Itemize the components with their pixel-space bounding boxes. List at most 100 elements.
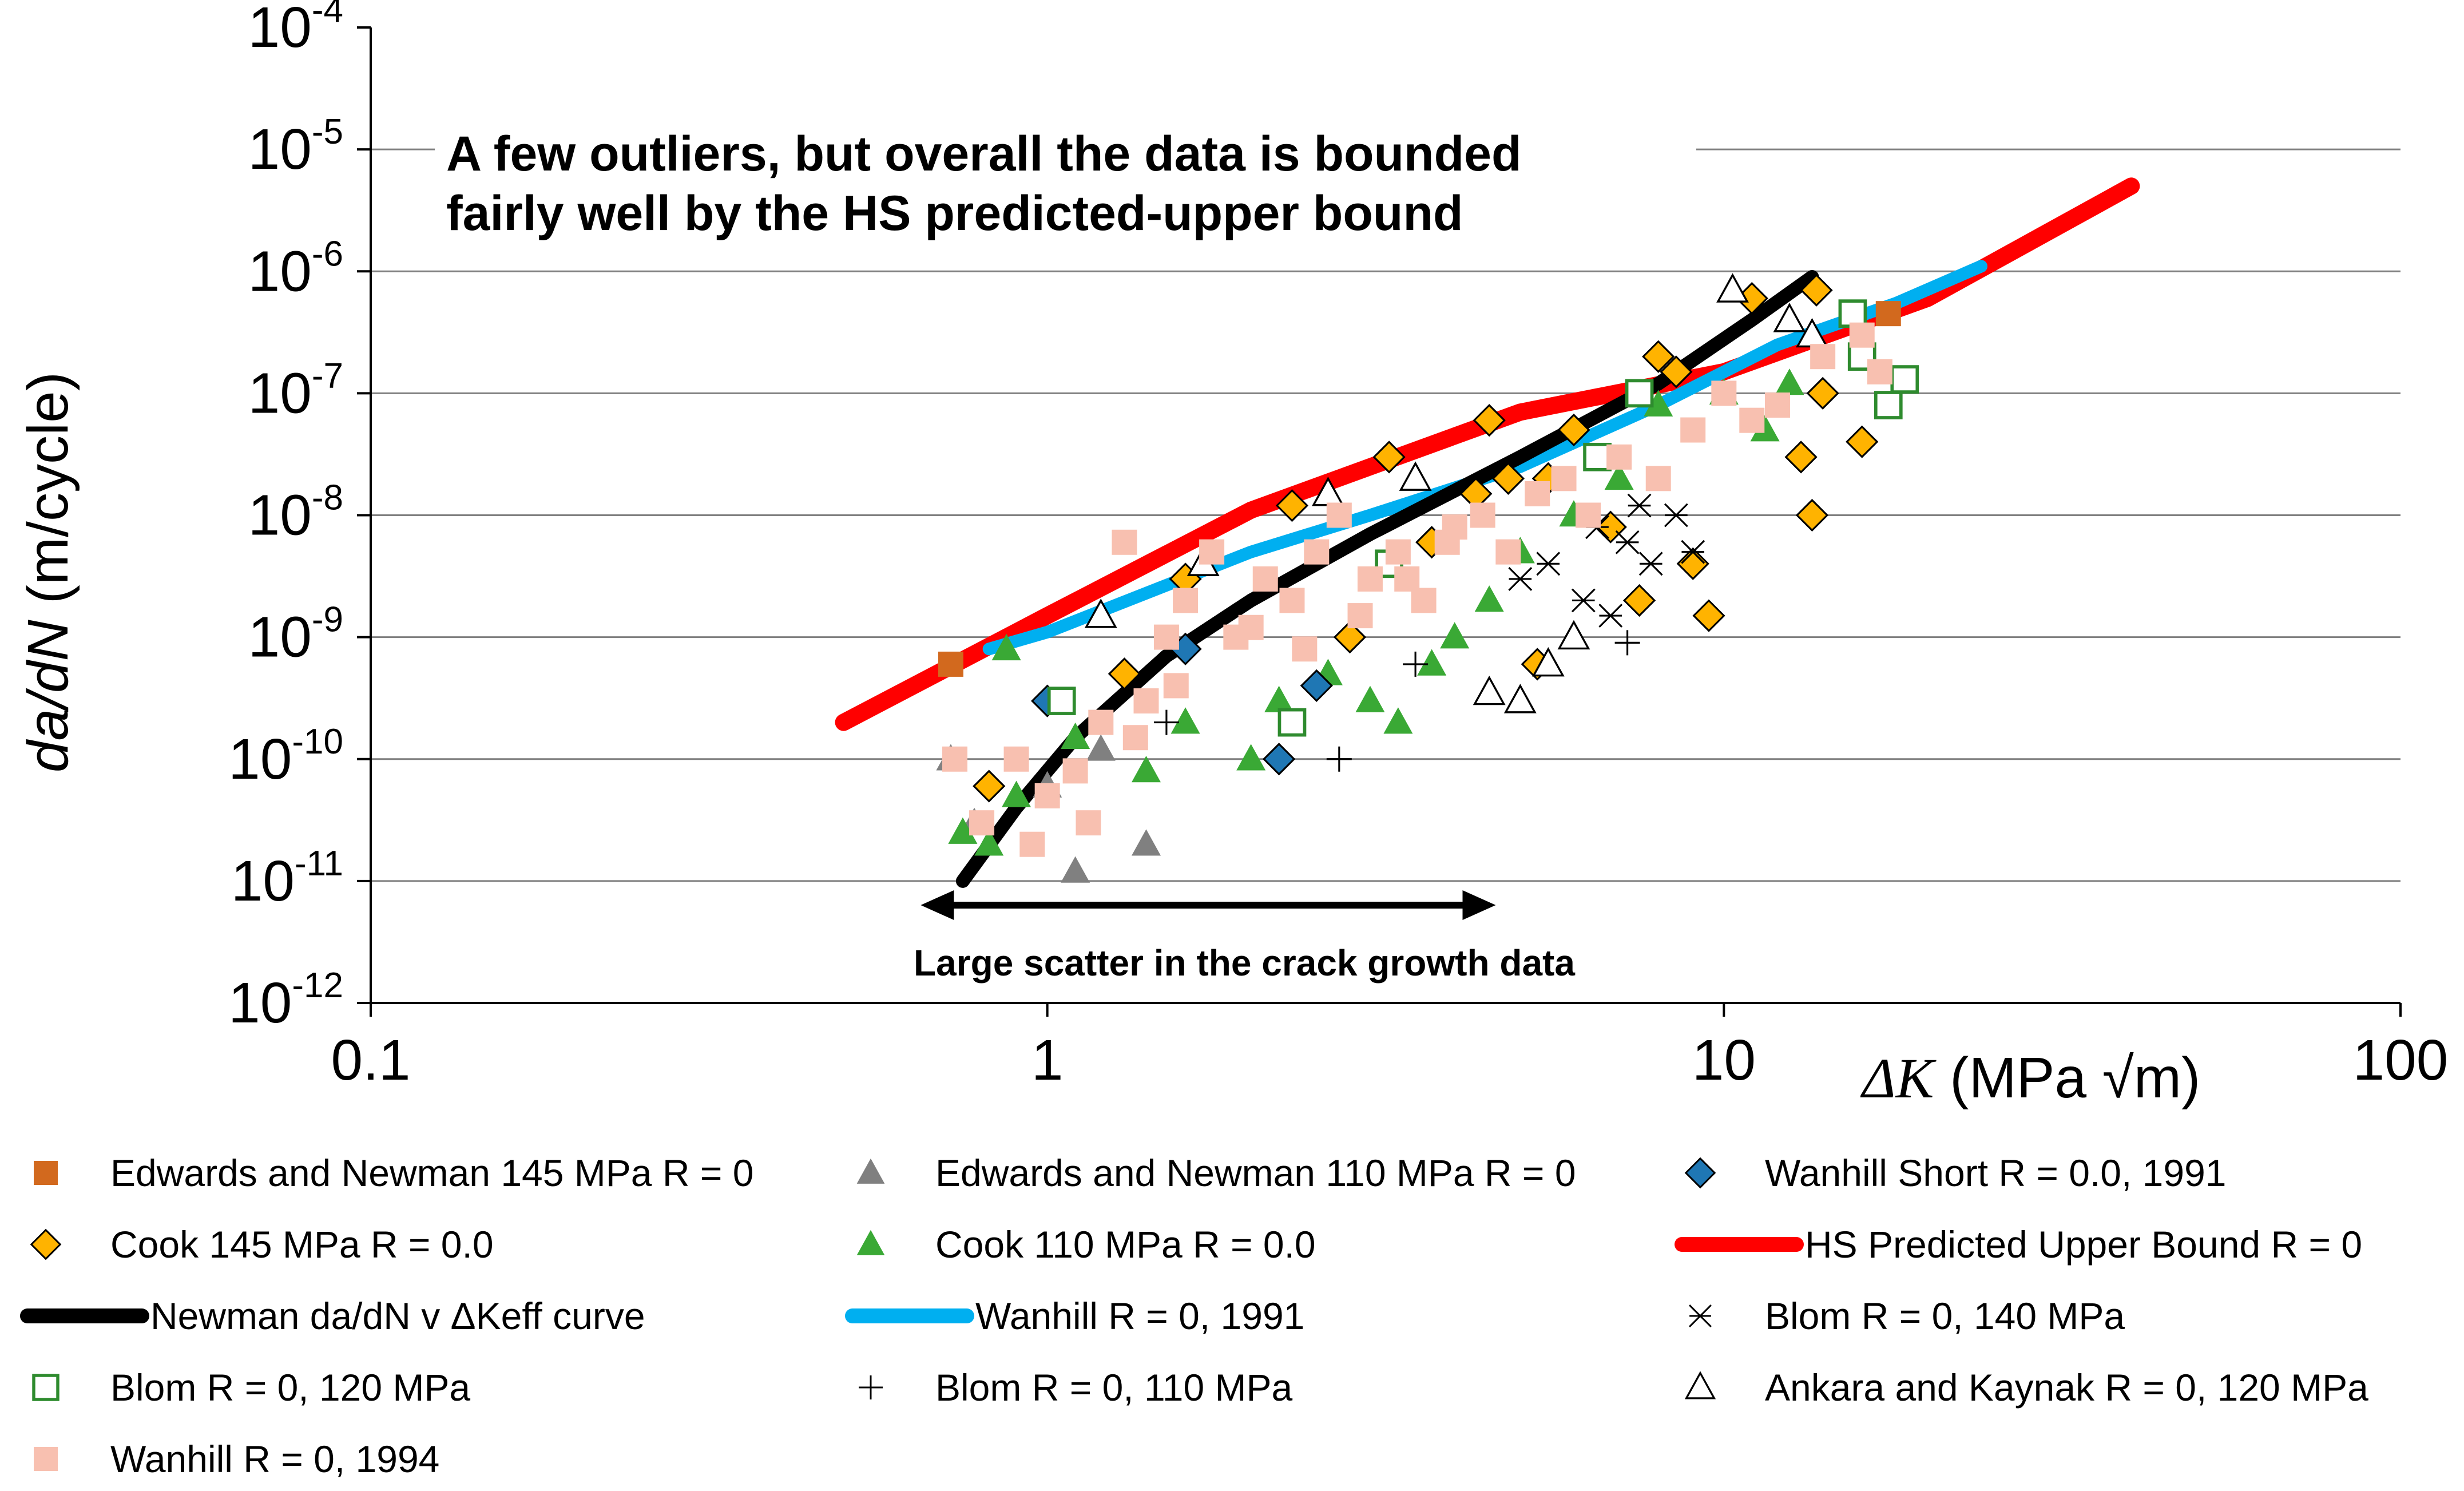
series-cook-145-mpa-r-0-0 [973,273,1879,803]
series-ankara-and-kaynak-r-0-120-mpa [1084,273,1828,713]
point [974,829,1004,856]
point [1625,379,1654,408]
point [1503,684,1537,713]
y-tick-label-exponent: -6 [312,234,343,273]
legend: Edwards and Newman 145 MPa R = 0 Edwards … [20,1152,2368,1480]
point [1122,725,1148,751]
point [1739,407,1765,433]
point [1474,585,1504,612]
annotation-background [435,120,1696,246]
point [1034,783,1060,808]
point [1326,746,1352,772]
legend-item-wanhill-r-0-1994: Wanhill R = 0, 1994 [34,1438,439,1480]
point [1399,461,1432,491]
legend-label: Wanhill R = 0, 1991 [975,1295,1304,1337]
series-wanhill-r-0-1994 [942,322,1892,857]
point [1385,539,1411,565]
point [1614,630,1640,656]
point [1606,444,1632,470]
point [1086,734,1116,761]
legend-item-hs-predicted-upper-bound-r-0: HS Predicted Upper Bound R = 0 [1675,1223,2362,1266]
x-axis-label-rest: (MPa √m) [1934,1046,2200,1110]
point [1784,441,1818,474]
point [1676,547,1709,580]
point [1875,301,1901,327]
legend-label: Blom R = 0, 140 MPa [1765,1295,2125,1337]
y-tick-label-base: 10 [248,605,312,669]
point [1084,598,1117,628]
point [1583,442,1612,471]
y-tick-label-base: 10 [248,239,312,303]
point [1846,425,1879,458]
legend-swatch-marker [30,1228,62,1260]
point [1199,539,1225,565]
point [1133,688,1159,714]
point [1088,709,1114,735]
x-tick-label: 100 [2353,1028,2449,1092]
legend-item-wanhill-r-0-1991: Wanhill R = 0, 1991 [845,1295,1304,1337]
point [1645,466,1671,491]
y-tick-label-exponent: -12 [292,966,343,1005]
point [1536,552,1561,576]
arrow-head-right [1462,890,1496,920]
legend-swatch-marker [859,1375,883,1399]
point [1557,620,1590,650]
point [1800,273,1833,307]
series-blom-r-0-110-mpa [1153,630,1640,772]
point [1551,466,1577,491]
legend-item-newman-da-dn-v-keff-curve: Newman da/dN v ΔKeff curve [20,1295,645,1337]
legend-label: Newman da/dN v ΔKeff curve [150,1295,645,1337]
point [1304,539,1330,565]
y-tick-label-base: 10 [228,971,292,1035]
x-axis-label-symbol: ΔK [1860,1046,1937,1110]
y-tick-label-exponent: -9 [312,600,343,640]
point [1236,744,1266,771]
point [1750,415,1780,442]
point [1711,380,1737,406]
point [1764,392,1790,418]
point [1692,599,1725,632]
point [1153,709,1179,735]
y-tick-label: 10-6 [248,234,343,303]
point [1557,413,1590,447]
legend-label: HS Predicted Upper Bound R = 0 [1805,1223,2362,1266]
line-newman-da-dn-v-keff-curve [955,270,1819,888]
point [1279,588,1305,613]
x-axis-label: ΔK (MPa √m) [1860,1046,2200,1110]
legend-swatch-marker [1684,1157,1716,1189]
y-tick-label-base: 10 [248,0,312,60]
point [1047,687,1076,715]
point [938,651,963,677]
legend-label: Wanhill Short R = 0.0, 1991 [1765,1152,2227,1194]
point [1849,322,1875,348]
point [1644,390,1673,417]
y-tick-label-base: 10 [231,849,295,913]
legend-item-cook-110-mpa-r-0-0: Cook 110 MPa R = 0.0 [856,1223,1316,1266]
x-tick-label: 1 [1031,1028,1064,1092]
annotation-line-1: A few outliers, but overall the data is … [446,126,1522,181]
point [1277,708,1307,737]
y-tick-label-base: 10 [228,727,292,791]
point [1716,273,1749,303]
axes [357,26,2402,1017]
y-tick-label: 10-10 [228,722,343,791]
point [1531,647,1565,677]
point [1508,567,1533,591]
y-tick-label: 10-5 [248,112,343,181]
point [1264,685,1294,712]
point [1403,651,1429,677]
annotation-panel [435,120,1696,246]
point [1867,359,1892,384]
point [1810,344,1836,370]
y-axis-label-rest: (m/cycle) [16,372,80,620]
legend-swatch-marker [1689,1304,1712,1327]
scatter-range-arrow [920,890,1496,920]
point [1615,530,1640,554]
series-points [936,273,1919,883]
point [1372,441,1406,474]
x-tick-label: 0.1 [331,1028,410,1092]
point [1383,707,1413,734]
series-edwards-and-newman-145-mpa-r-0 [938,301,1901,677]
legend-item-wanhill-short-r-0-0-1991: Wanhill Short R = 0.0, 1991 [1684,1152,2227,1194]
point [1890,365,1919,394]
